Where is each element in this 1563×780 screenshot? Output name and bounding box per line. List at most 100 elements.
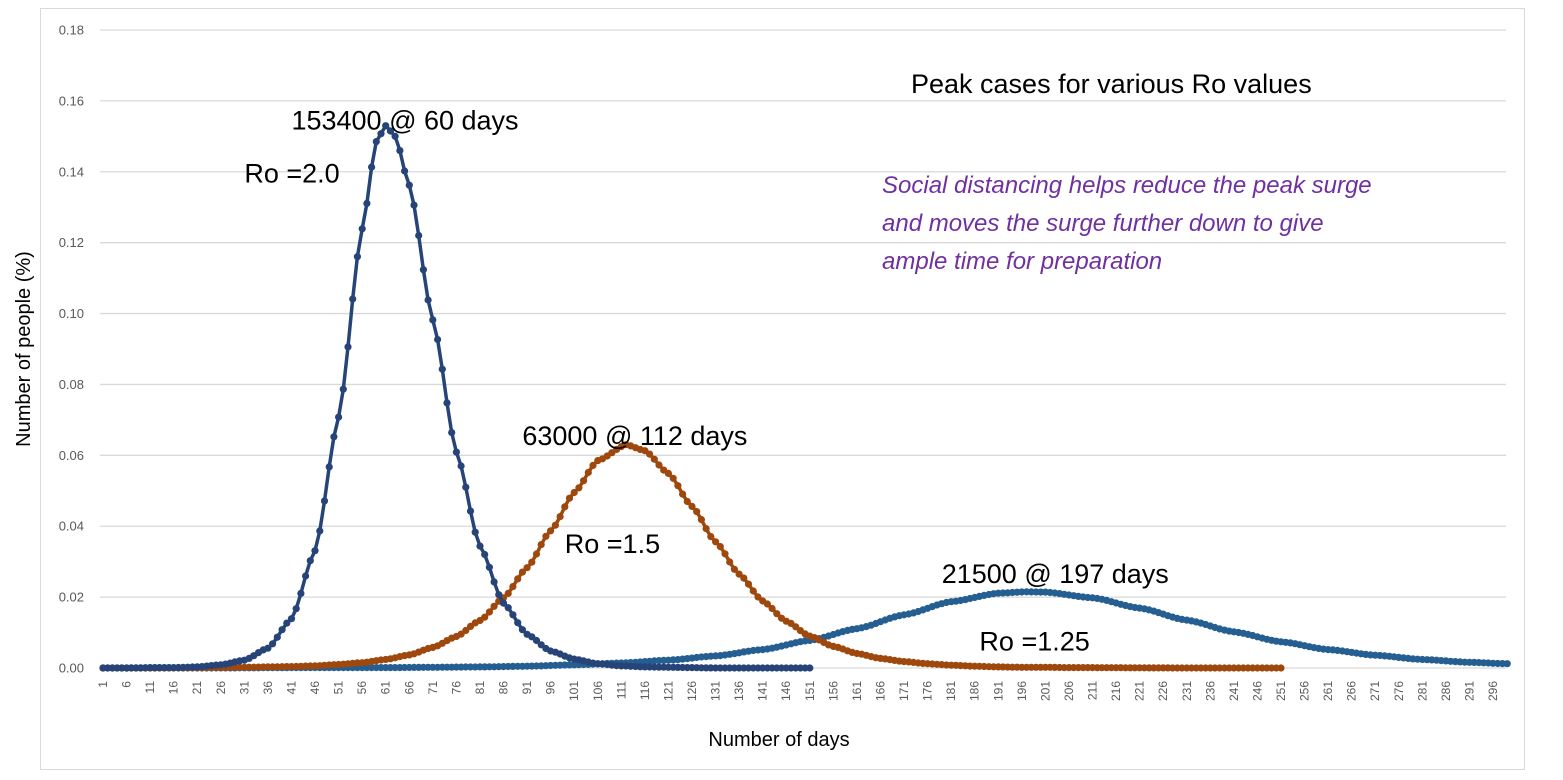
x-tick-label: 256: [1298, 681, 1312, 701]
annotation-label-ro2: Ro =2.0: [244, 159, 339, 189]
x-tick-label: 121: [661, 681, 675, 701]
x-tick-label: 16: [167, 681, 181, 695]
data-point: [415, 231, 423, 240]
data-point: [349, 295, 357, 303]
x-tick-label: 21: [190, 681, 204, 695]
x-tick-label: 91: [520, 681, 534, 695]
data-point: [306, 557, 314, 565]
data-point: [674, 482, 682, 490]
y-tick-label: 0.00: [59, 661, 84, 676]
data-point: [683, 497, 691, 506]
data-point: [1503, 660, 1511, 668]
data-point: [532, 636, 541, 645]
x-tick-label: 36: [261, 681, 275, 695]
x-axis-ticks: 1 6 11 16 21 26 31 36 41 46 51 56 61 66 71 76 81 86 91 96 10…: [96, 681, 1500, 701]
data-point: [504, 589, 512, 598]
x-tick-label: 176: [921, 681, 935, 701]
chart-frame: [40, 8, 1525, 770]
annotations: 153400 @ 60 days Ro =2.0 63000 @ 112 days R…: [244, 105, 1168, 656]
note-line-2: and moves the surge further down to give: [882, 210, 1324, 237]
chart-title: Peak cases for various Ro values: [911, 69, 1312, 99]
x-tick-label: 166: [873, 681, 887, 701]
data-point: [419, 266, 427, 274]
data-point: [523, 564, 531, 572]
data-point: [509, 611, 517, 619]
x-tick-label: 156: [826, 681, 840, 701]
annotation-label-ro125: Ro =1.25: [979, 626, 1089, 656]
x-tick-label: 236: [1203, 681, 1217, 701]
x-tick-label: 296: [1486, 681, 1500, 701]
data-point: [693, 508, 701, 516]
data-point: [589, 461, 597, 469]
y-tick-label: 0.04: [59, 519, 84, 534]
data-point: [339, 385, 347, 393]
data-point: [679, 490, 687, 498]
y-tick-label: 0.14: [59, 164, 84, 179]
x-tick-label: 146: [779, 681, 793, 701]
data-point: [806, 664, 814, 672]
data-point: [575, 484, 583, 492]
data-point: [462, 626, 470, 635]
x-tick-label: 1: [96, 681, 110, 688]
note-line-3: ample time for preparation: [882, 248, 1162, 275]
x-tick-label: 26: [214, 681, 228, 695]
data-point: [537, 541, 545, 549]
x-tick-label: 186: [968, 681, 982, 701]
data-point: [570, 488, 578, 497]
data-point: [688, 502, 696, 510]
data-point: [744, 580, 753, 588]
data-point: [476, 542, 484, 550]
x-tick-label: 291: [1462, 681, 1476, 701]
x-tick-label: 266: [1345, 681, 1359, 701]
data-point: [669, 474, 677, 482]
x-tick-label: 206: [1062, 681, 1076, 701]
y-tick-label: 0.16: [59, 93, 84, 108]
data-point: [749, 587, 757, 595]
data-point: [264, 644, 272, 652]
data-point: [716, 543, 724, 551]
data-point: [481, 550, 489, 559]
annotation-label-ro15: Ro =1.5: [565, 529, 660, 559]
y-tick-label: 0.12: [59, 235, 84, 250]
data-point: [353, 253, 361, 261]
x-tick-label: 51: [332, 681, 346, 695]
x-tick-label: 61: [379, 681, 393, 695]
y-tick-label: 0.02: [59, 590, 84, 605]
data-point: [401, 167, 409, 175]
data-point: [429, 316, 437, 324]
x-tick-label: 241: [1227, 681, 1241, 701]
data-point: [509, 583, 517, 591]
data-point: [768, 604, 776, 613]
data-point: [584, 468, 592, 477]
annotation-peak-ro15: 63000 @ 112 days: [522, 421, 747, 451]
data-point: [278, 626, 286, 634]
data-point: [471, 528, 479, 536]
x-tick-label: 81: [473, 681, 487, 695]
data-point: [462, 483, 470, 491]
data-point: [721, 550, 729, 558]
x-tick-label: 161: [850, 681, 864, 701]
data-point: [396, 147, 404, 155]
data-point: [438, 365, 446, 373]
data-point: [391, 132, 399, 140]
data-point: [542, 532, 550, 540]
x-tick-label: 116: [638, 681, 652, 700]
data-point: [287, 615, 296, 623]
data-point: [344, 343, 352, 351]
x-tick-label: 66: [402, 681, 416, 695]
x-tick-label: 126: [685, 681, 699, 701]
x-tick-label: 216: [1109, 681, 1123, 701]
x-tick-label: 71: [426, 681, 440, 695]
series-line: [101, 123, 812, 670]
data-point: [518, 626, 527, 634]
data-point: [730, 565, 739, 573]
x-tick-label: 271: [1368, 681, 1382, 701]
x-tick-label: 231: [1180, 681, 1194, 701]
data-point: [457, 462, 465, 470]
y-axis-ticks: 0.00 0.02 0.04 0.06 0.08 0.10 0.12 0.14 0.16 0.18: [59, 23, 84, 676]
data-point: [707, 533, 715, 541]
data-point: [763, 600, 772, 608]
data-point: [481, 613, 489, 621]
data-point: [297, 589, 305, 598]
data-point: [740, 574, 748, 582]
